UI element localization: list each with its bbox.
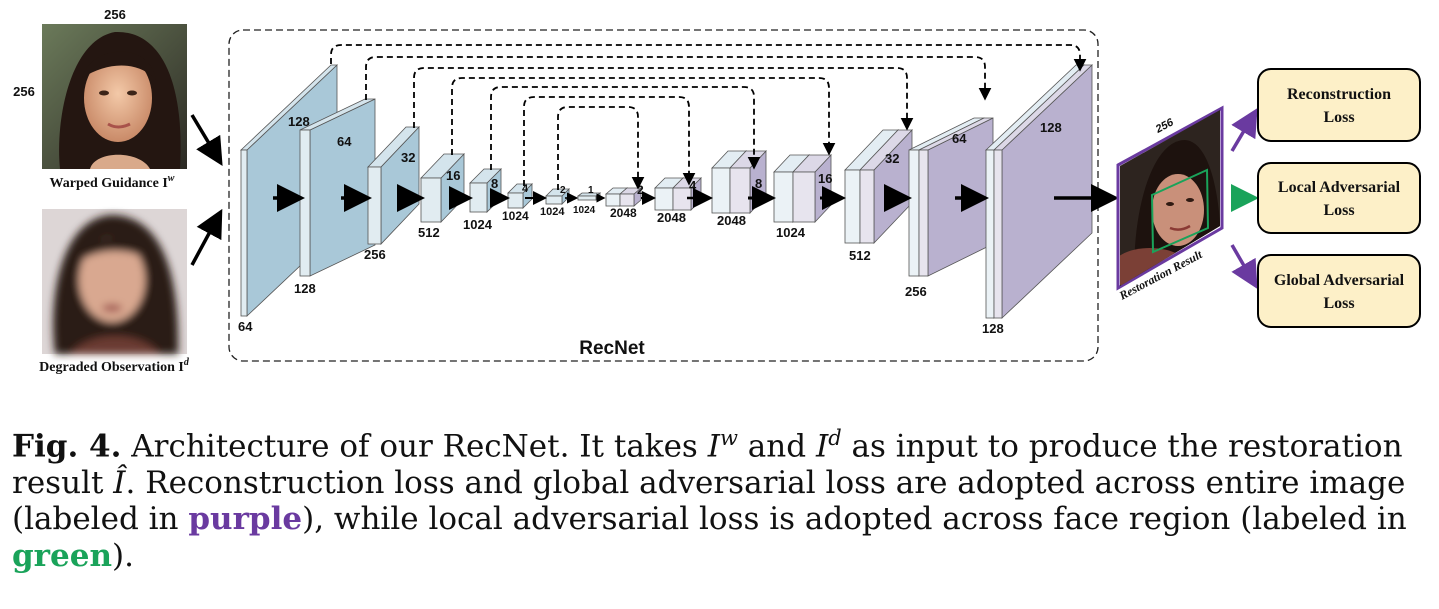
encoder-size-label: 1: [588, 185, 594, 196]
encoder-channels-label: 256: [364, 247, 386, 262]
loss-label: Global Adversarial: [1274, 272, 1405, 289]
encoder-size-label: 4: [522, 183, 529, 195]
degraded-observation-image: [42, 209, 187, 354]
output-size-label: 256: [1153, 116, 1177, 136]
loss-label: Loss: [1323, 202, 1354, 219]
decoder-channels-label: 1024: [776, 225, 806, 240]
encoder-size-label: 32: [401, 150, 415, 165]
encoder-channels-label: 1024: [463, 217, 493, 232]
encoder-channels-label: 128: [294, 281, 316, 296]
reconstruction-loss-box: Reconstruction Loss: [1257, 68, 1421, 142]
encoder-size-label: 8: [491, 176, 498, 191]
loss-label: Loss: [1323, 109, 1354, 126]
decoder-size-label: 4: [689, 178, 697, 193]
decoder-size-label: 8: [755, 176, 762, 191]
encoder-size-label: 16: [446, 168, 460, 183]
decoder-block: [618, 187, 643, 207]
caption-text: as input to produce the restoration resu…: [12, 428, 1403, 501]
degraded-input-arrow: [190, 208, 223, 266]
reconstruction-loss-arrow: [1230, 107, 1258, 152]
caption-symbol: w: [719, 426, 738, 450]
decoder-channels-label: 256: [905, 284, 927, 299]
encoder-size-label: 2: [560, 185, 566, 196]
skip-connection: [365, 56, 992, 101]
decoder-size-label: 128: [1040, 120, 1062, 135]
decoder-channels-label: 128: [982, 321, 1004, 336]
encoder-channels-label: 1024: [540, 206, 565, 218]
caption-text: and: [737, 428, 816, 465]
encoder-channels-label: 1024: [573, 205, 596, 216]
decoder-size-label: 32: [885, 151, 899, 166]
decoder-channels-label: 2048: [610, 206, 637, 220]
guidance-input-arrow: [190, 114, 223, 167]
caption-text: . Reconstruction loss and global adversa…: [12, 464, 1406, 538]
encoder-size-label: 64: [337, 134, 352, 149]
decoder-block: [992, 64, 1094, 319]
encoder-channels-label: 512: [418, 225, 440, 240]
decoder-channels-label: 2048: [717, 213, 746, 228]
loss-label: Reconstruction: [1287, 86, 1391, 103]
encoder-block: [299, 98, 376, 277]
figure-caption: Fig. 4. Architecture of our RecNet. It t…: [12, 420, 1430, 574]
degraded-observation-label: Degraded Observation Id: [39, 357, 190, 375]
encoder-block: [367, 125, 420, 246]
caption-text: ).: [112, 537, 134, 574]
network-layers: 6412812864256325121610248102441024210241…: [238, 44, 1119, 336]
skip-connection: [490, 86, 761, 170]
skip-connection: [557, 106, 645, 190]
skip-connection: [413, 67, 914, 131]
caption-symbol: Î: [113, 464, 126, 501]
loss-label: Loss: [1323, 295, 1354, 312]
decoder-size-label: 16: [818, 171, 832, 186]
skip-connection: [451, 77, 836, 156]
encoder-block: [507, 183, 533, 209]
decoder-channels-label: 2048: [657, 210, 686, 225]
architecture-diagram: 256 256 Warped Guidance Iw Degraded Obse…: [13, 7, 1421, 375]
caption-text: ), while local adversarial loss is adopt…: [302, 501, 1407, 538]
encoder-size-label: 128: [288, 114, 310, 129]
guidance-width-label: 256: [104, 7, 126, 22]
caption-symbol: I: [707, 428, 720, 465]
encoder-channels-label: 64: [238, 319, 253, 334]
skip-connection: [330, 44, 1087, 72]
face-region-box: [1150, 168, 1210, 254]
global-adversarial-arrow: [1230, 244, 1258, 290]
decoder-size-label: 2: [637, 183, 644, 197]
figure-number: Fig. 4.: [12, 428, 122, 465]
decoder-channels-label: 512: [849, 248, 871, 263]
caption-text: Architecture of our RecNet. It takes: [121, 428, 708, 465]
global-adversarial-loss-box: Global Adversarial Loss: [1257, 254, 1421, 328]
caption-symbol: I: [815, 428, 829, 465]
loss-label: Local Adversarial: [1278, 179, 1401, 196]
skip-connection: [523, 96, 696, 186]
encoder-channels-label: 1024: [502, 209, 529, 223]
decoder-size-label: 64: [952, 131, 967, 146]
caption-green-word: green: [12, 537, 112, 574]
recnet-title: RecNet: [579, 338, 645, 359]
guidance-height-label: 256: [13, 84, 35, 99]
warped-guidance-label: Warped Guidance Iw: [50, 173, 175, 191]
encoder-block: [420, 153, 465, 223]
caption-symbol: d: [828, 426, 842, 450]
local-adversarial-loss-box: Local Adversarial Loss: [1257, 162, 1421, 234]
warped-guidance-image: [42, 24, 187, 169]
caption-purple-word: purple: [188, 501, 303, 538]
